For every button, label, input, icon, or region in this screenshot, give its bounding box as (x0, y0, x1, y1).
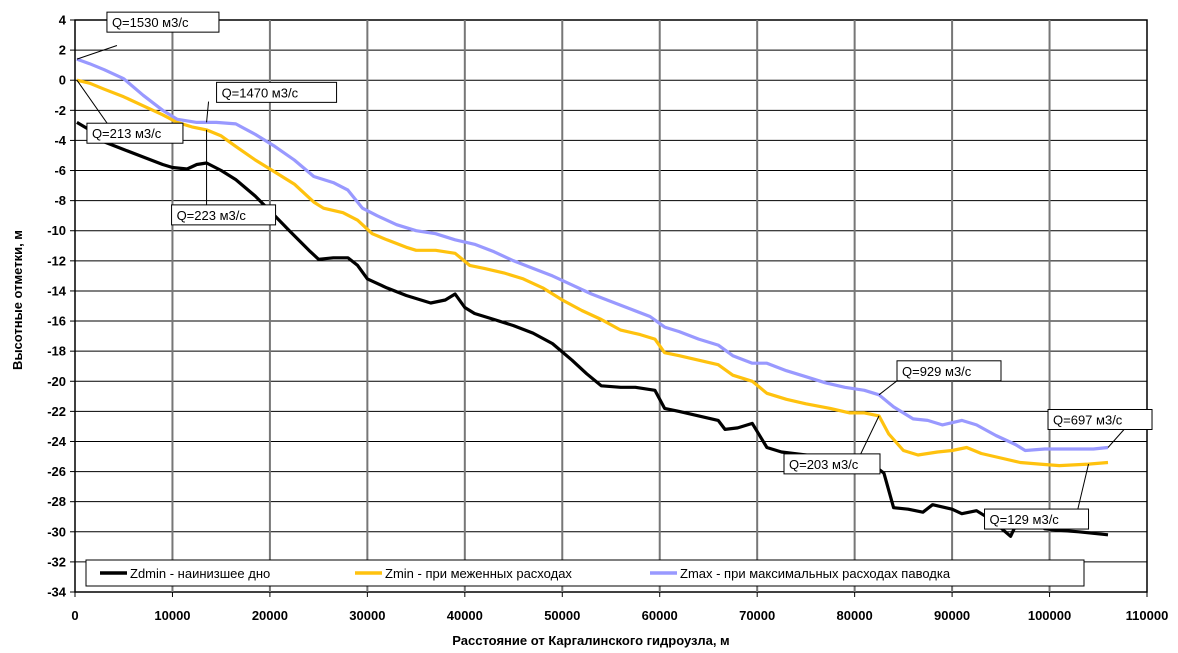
y-tick-label: -22 (47, 404, 66, 419)
annotation-leader (206, 101, 210, 123)
x-tick-label: 90000 (934, 608, 970, 623)
annotation-leader (1107, 429, 1125, 448)
x-tick-label: 110000 (1126, 608, 1169, 623)
y-tick-label: -4 (54, 133, 66, 148)
series-lines (76, 57, 1109, 538)
y-tick-label: 4 (59, 13, 67, 28)
y-tick-label: -18 (47, 344, 66, 359)
annotation-label: Q=1470 м3/с (222, 85, 299, 100)
x-tick-label: 40000 (447, 608, 483, 623)
axes: 4 2 0 -2 -4 -6 -8 -10 -12 -14 -16 -18 -20 -22 -24 -26 -2… (47, 13, 1168, 624)
annotation-box (1047, 408, 1153, 430)
legend: Zdmin - наинизшее дно Zmin - при меженных… (85, 559, 1085, 587)
x-tick-label: 10000 (154, 608, 190, 623)
x-tick-label: 80000 (837, 608, 873, 623)
legend-label-2: Zmax - при максимальных расходах паводка (680, 566, 951, 581)
plot-area (74, 19, 1148, 593)
annotation-box (106, 11, 220, 33)
annotation-box (896, 360, 1002, 382)
x-tick-label: 0 (71, 608, 78, 623)
x-tick-label: 70000 (739, 608, 775, 623)
y-axis-title: Высотные отметки, м (10, 230, 25, 370)
series-line-0 (76, 121, 1109, 538)
annotation-label: Q=203 м3/с (789, 457, 859, 472)
annotation-label: Q=929 м3/с (902, 364, 972, 379)
grid (74, 19, 1148, 593)
annotation-label: Q=213 м3/с (92, 126, 162, 141)
x-tick-label: 50000 (544, 608, 580, 623)
y-tick-label: -32 (47, 554, 66, 569)
y-tick-label: -8 (54, 193, 66, 208)
y-tick-label: -28 (47, 494, 66, 509)
annotation-leader (878, 380, 898, 396)
y-tick-label: -20 (47, 374, 66, 389)
annotation-label: Q=1530 м3/с (112, 15, 189, 30)
y-tick-label: -10 (47, 223, 66, 238)
y-tick-label: -24 (47, 434, 67, 449)
y-tick-label: -6 (54, 163, 66, 178)
x-axis-title: Расстояние от Каргалинского гидроузла, м (452, 633, 729, 648)
x-tick-label: 30000 (349, 608, 385, 623)
annotation-box (216, 81, 338, 103)
series-line-1 (76, 78, 1109, 468)
annotation-box (783, 453, 881, 475)
annotation-box (171, 204, 277, 226)
annotation-label: Q=697 м3/с (1053, 412, 1123, 427)
y-tick-label: -14 (47, 283, 67, 298)
y-tick-label: 2 (59, 43, 66, 58)
y-tick-label: -30 (47, 524, 66, 539)
x-tick-label: 20000 (252, 608, 288, 623)
annotation-leader (76, 44, 118, 60)
y-tick-label: -16 (47, 314, 66, 329)
y-tick-label: 0 (59, 73, 66, 88)
legend-label-0: Zdmin - наинизшее дно (130, 566, 270, 581)
annotation-box (984, 508, 1090, 530)
annotations: Q=1530 м3/с Q=1470 м3/с Q=213 м3/с Q=223 м3… (76, 11, 1153, 530)
legend-label-1: Zmin - при меженных расходах (385, 566, 572, 581)
annotation-label: Q=223 м3/с (177, 208, 247, 223)
legend-box (85, 559, 1085, 587)
x-tick-label: 60000 (642, 608, 678, 623)
annotation-box (86, 122, 184, 144)
y-tick-label: -12 (47, 253, 66, 268)
annotation-label: Q=129 м3/с (990, 512, 1060, 527)
y-tick-label: -2 (54, 103, 66, 118)
series-line-2 (76, 57, 1109, 453)
x-tick-label: 100000 (1028, 608, 1071, 623)
y-tick-label: -34 (47, 585, 67, 600)
y-tick-label: -26 (47, 464, 66, 479)
